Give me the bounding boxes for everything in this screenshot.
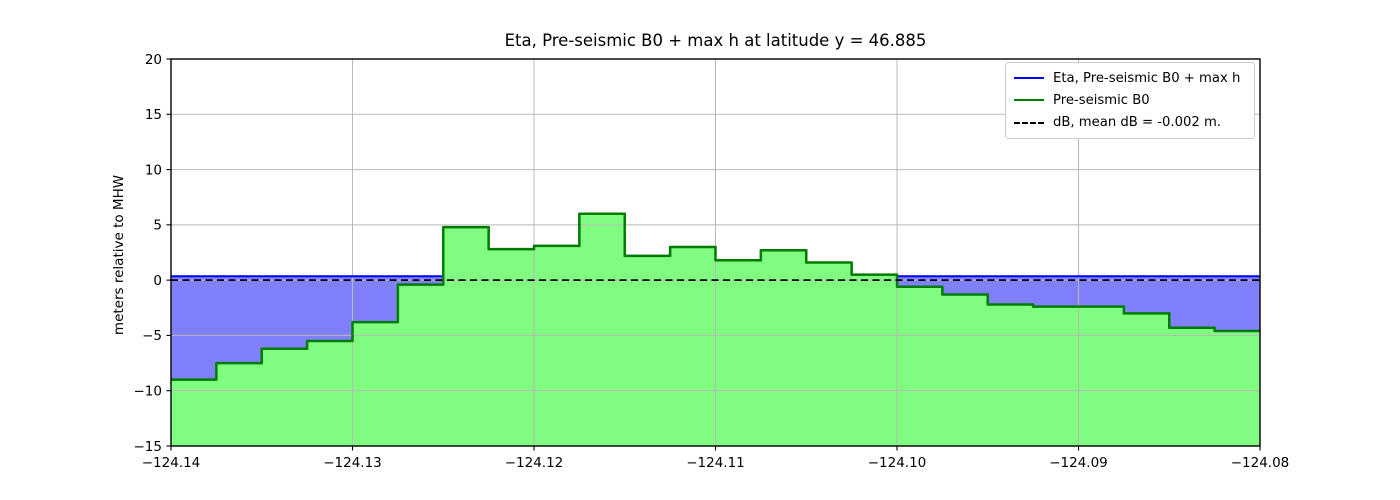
db-line-sample	[1014, 121, 1044, 124]
chart-title: Eta, Pre-seismic B0 + max h at latitude …	[504, 31, 927, 50]
x-tick-label: −124.11	[686, 455, 745, 471]
y-tick-label: 5	[153, 218, 162, 234]
x-tick-label: −124.08	[1231, 455, 1290, 471]
b0-line	[171, 212, 1260, 381]
y-tick-label: −5	[142, 328, 162, 344]
y-tick-label: 20	[145, 52, 162, 68]
legend-item-db: dB, mean dB = -0.002 m.	[1014, 115, 1246, 130]
x-tick-label: −124.10	[868, 455, 927, 471]
x-tick-label: −124.09	[1049, 455, 1108, 471]
legend-item-b0: Pre-seismic B0	[1014, 93, 1246, 108]
b0-line-sample	[1014, 99, 1044, 102]
legend: Eta, Pre-seismic B0 + max h Pre-seismic …	[1005, 62, 1255, 139]
x-tick-label: −124.12	[505, 455, 564, 471]
y-tick-label: 10	[145, 162, 162, 178]
y-axis-label: meters relative to MHW	[111, 174, 127, 336]
x-tick-label: −124.14	[142, 455, 201, 471]
y-tick-label: 0	[153, 273, 162, 289]
legend-label-eta: Eta, Pre-seismic B0 + max h	[1053, 70, 1241, 86]
legend-label-db: dB, mean dB = -0.002 m.	[1053, 115, 1221, 131]
eta-line-sample	[1014, 77, 1044, 80]
y-tick-label: −15	[134, 439, 163, 455]
y-tick-label: 15	[145, 107, 162, 123]
y-tick-label: −10	[134, 384, 163, 400]
legend-label-b0: Pre-seismic B0	[1053, 92, 1150, 108]
x-tick-label: −124.13	[323, 455, 382, 471]
legend-item-eta: Eta, Pre-seismic B0 + max h	[1014, 71, 1246, 86]
